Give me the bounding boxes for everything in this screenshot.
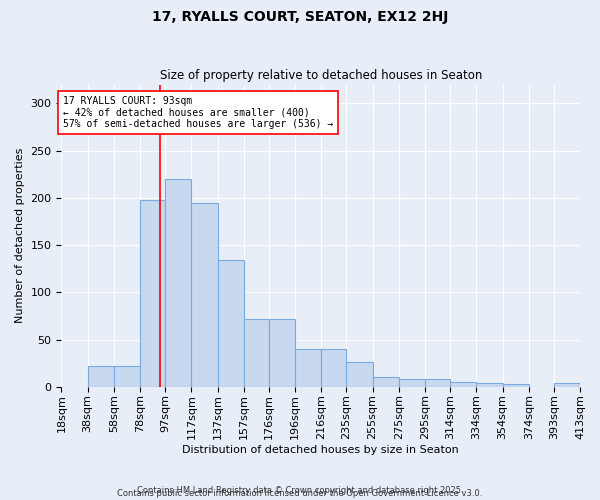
Bar [165,179,191,387]
Text: 17 RYALLS COURT: 93sqm
← 42% of detached houses are smaller (400)
57% of semi-de: 17 RYALLS COURT: 93sqm ← 42% of detached… [63,96,333,129]
Title: Size of property relative to detached houses in Seaton: Size of property relative to detached ho… [160,69,482,82]
Bar [503,384,529,387]
Bar [425,379,450,387]
Bar [450,382,476,387]
Bar [269,319,295,387]
Bar [244,319,269,387]
Bar [114,366,140,387]
Bar [140,200,165,387]
Bar [88,366,114,387]
Text: Contains public sector information licensed under the Open Government Licence v3: Contains public sector information licen… [118,488,482,498]
Y-axis label: Number of detached properties: Number of detached properties [15,148,25,324]
Bar [295,349,322,387]
X-axis label: Distribution of detached houses by size in Seaton: Distribution of detached houses by size … [182,445,459,455]
Bar [373,378,399,387]
Bar [218,260,244,387]
Bar [346,362,373,387]
Text: 17, RYALLS COURT, SEATON, EX12 2HJ: 17, RYALLS COURT, SEATON, EX12 2HJ [152,10,448,24]
Bar [554,383,580,387]
Bar [322,349,346,387]
Text: Contains HM Land Registry data © Crown copyright and database right 2025.: Contains HM Land Registry data © Crown c… [137,486,463,495]
Bar [191,202,218,387]
Bar [399,379,425,387]
Bar [476,383,503,387]
